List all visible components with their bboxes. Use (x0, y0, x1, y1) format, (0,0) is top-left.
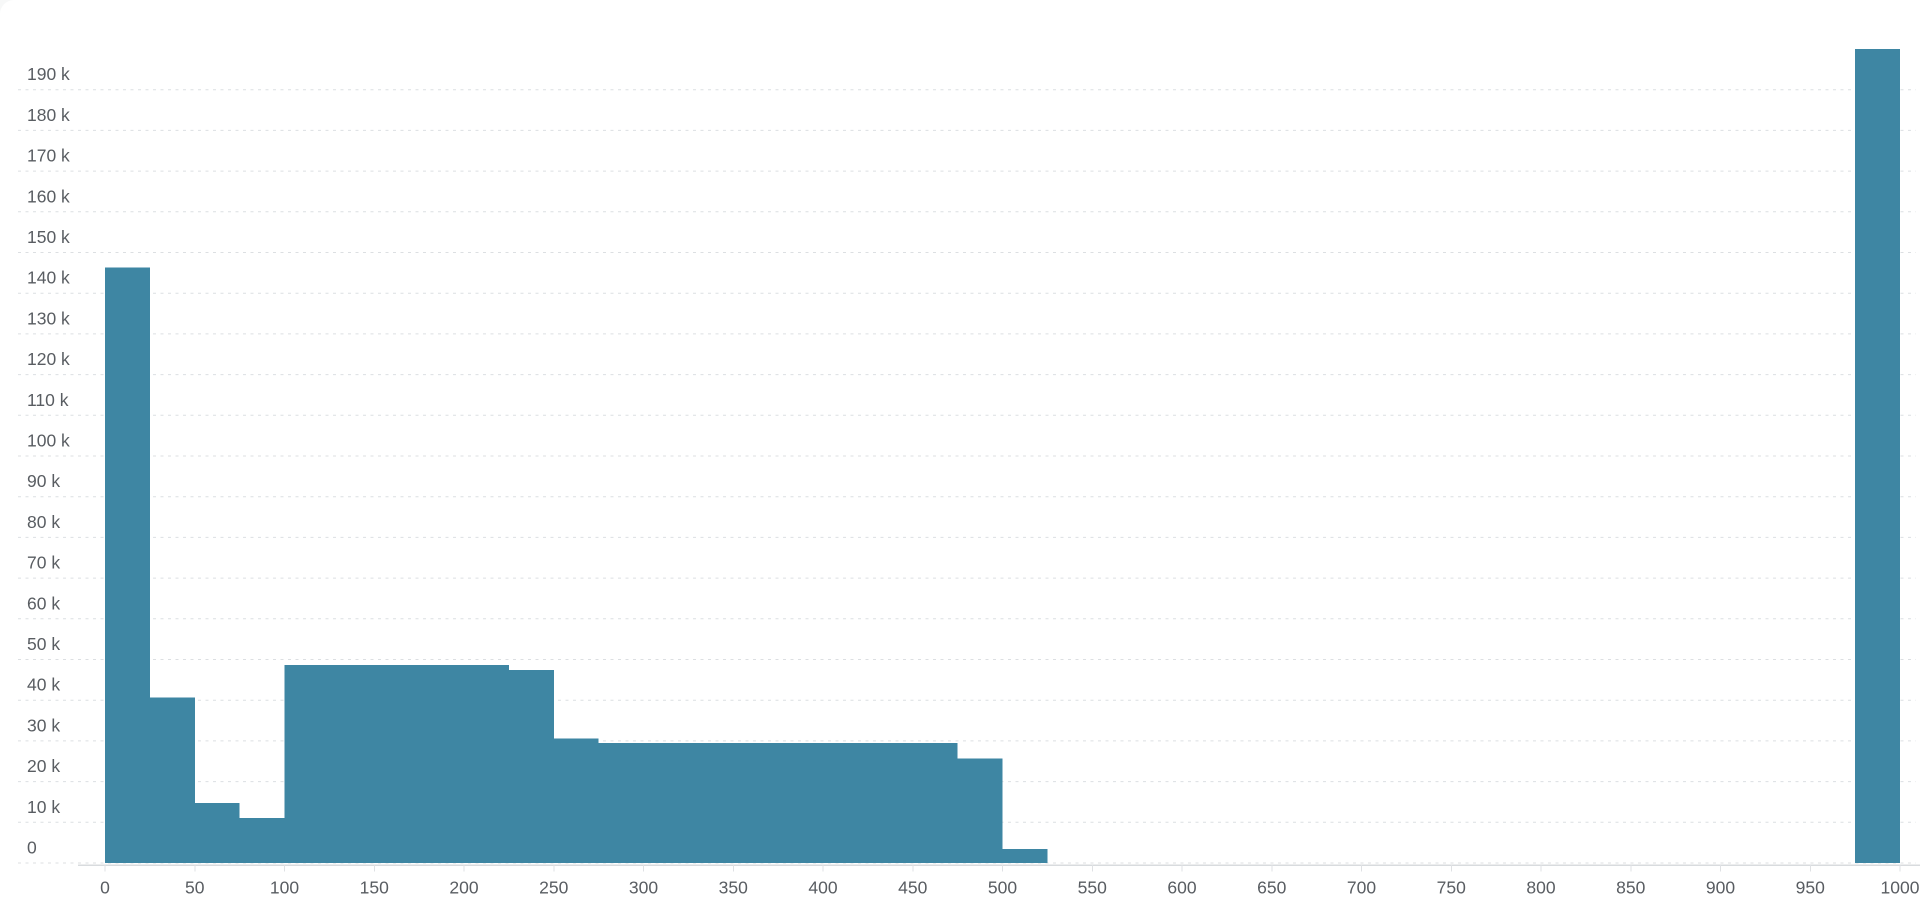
x-tick-label: 700 (1347, 878, 1376, 898)
x-tick-label: 50 (185, 878, 205, 898)
y-tick-label: 50 k (27, 634, 60, 654)
histogram-bar[interactable] (957, 758, 1003, 863)
x-tick-label: 300 (629, 878, 658, 898)
histogram-bar[interactable] (374, 665, 420, 863)
histogram-bar[interactable] (598, 742, 644, 863)
histogram-bar[interactable] (329, 665, 375, 863)
y-tick-label: 70 k (27, 553, 60, 573)
x-tick-label: 450 (898, 878, 927, 898)
histogram-bar[interactable] (912, 742, 958, 863)
y-tick-label: 0 (27, 838, 37, 858)
x-tick-label: 600 (1167, 878, 1196, 898)
y-tick-label: 170 k (27, 146, 70, 166)
y-tick-label: 110 k (27, 390, 69, 410)
histogram-bar[interactable] (194, 802, 240, 863)
y-tick-label: 40 k (27, 675, 60, 695)
histogram-bar[interactable] (105, 267, 150, 864)
x-tick-label: 400 (808, 878, 837, 898)
histogram-bar[interactable] (688, 742, 734, 863)
histogram-bar[interactable] (284, 665, 330, 863)
x-tick-label: 250 (539, 878, 568, 898)
y-tick-label: 60 k (27, 593, 60, 613)
y-tick-label: 10 k (27, 797, 60, 817)
y-tick-label: 120 k (27, 349, 70, 369)
x-tick-label: 550 (1078, 878, 1107, 898)
y-tick-label: 160 k (27, 186, 70, 206)
y-tick-label: 150 k (27, 227, 70, 247)
y-tick-label: 80 k (27, 512, 60, 532)
histogram-bar[interactable] (419, 665, 464, 863)
histogram-bar[interactable] (239, 818, 285, 863)
histogram-bar[interactable] (1002, 849, 1048, 863)
histogram-bar[interactable] (733, 742, 779, 863)
histogram-bar[interactable] (823, 742, 868, 863)
x-tick-label: 650 (1257, 878, 1286, 898)
y-tick-label: 100 k (27, 431, 70, 451)
histogram-bar[interactable] (464, 665, 509, 863)
histogram-bar[interactable] (867, 742, 913, 863)
histogram-bar[interactable] (553, 738, 599, 863)
y-tick-label: 20 k (27, 756, 60, 776)
x-tick-label: 850 (1616, 878, 1645, 898)
histogram-bar[interactable] (778, 742, 823, 863)
y-tick-label: 190 k (27, 64, 70, 84)
histogram-bar[interactable] (1855, 49, 1900, 863)
x-tick-label: 950 (1796, 878, 1825, 898)
y-tick-label: 130 k (27, 308, 70, 328)
x-tick-label: 0 (100, 878, 110, 898)
x-tick-label: 500 (988, 878, 1017, 898)
x-tick-label: 1000 (1881, 878, 1920, 898)
histogram-bar[interactable] (508, 670, 554, 863)
y-tick-label: 180 k (27, 105, 70, 125)
y-tick-label: 90 k (27, 471, 60, 491)
y-tick-label: 30 k (27, 715, 60, 735)
x-tick-label: 900 (1706, 878, 1735, 898)
x-tick-label: 100 (270, 878, 299, 898)
x-tick-label: 800 (1526, 878, 1555, 898)
x-tick-label: 750 (1437, 878, 1466, 898)
histogram-bar[interactable] (643, 742, 689, 863)
y-tick-label: 140 k (27, 268, 70, 288)
x-tick-label: 350 (719, 878, 748, 898)
x-tick-label: 200 (449, 878, 478, 898)
x-tick-label: 150 (360, 878, 389, 898)
histogram-bar[interactable] (149, 697, 195, 863)
